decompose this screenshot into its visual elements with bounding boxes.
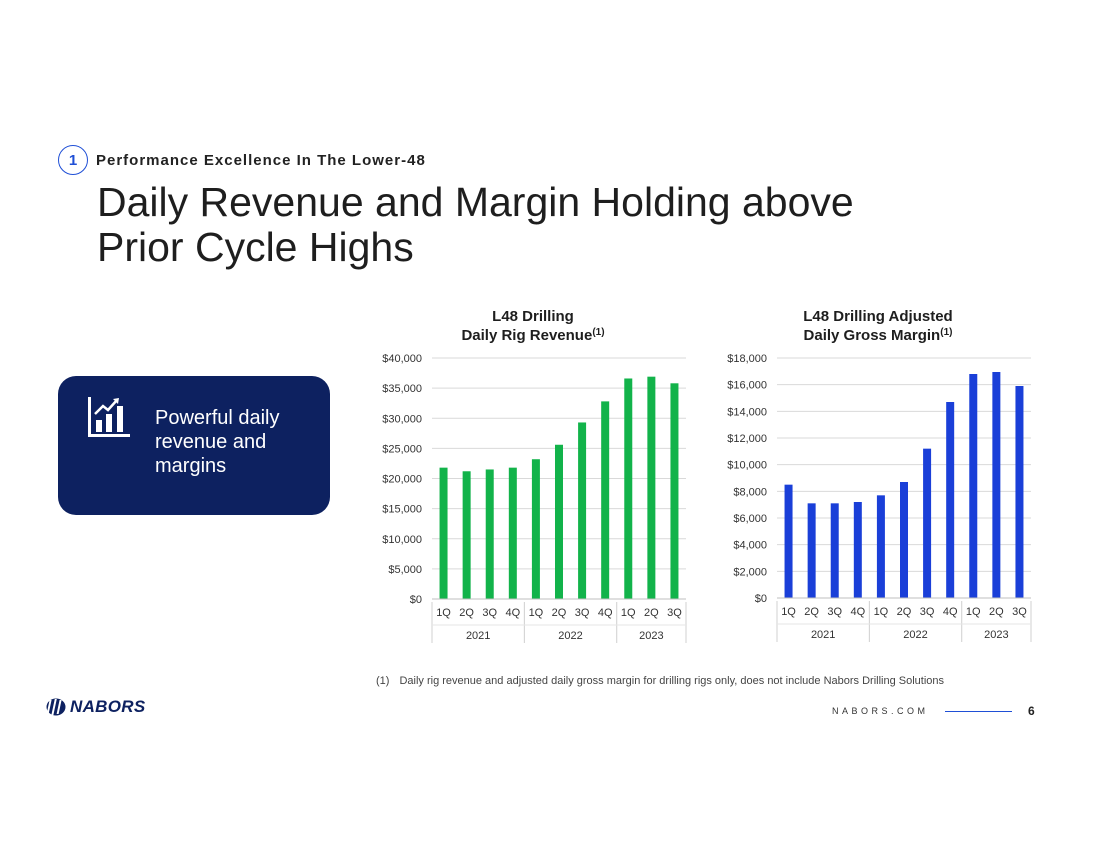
y-tick-label: $40,000 [382,353,422,365]
bar [531,459,540,599]
bar [969,374,978,598]
bar [807,503,816,598]
y-tick-label: $4,000 [733,540,767,552]
x-tick-label: 1Q [874,606,889,618]
bar [578,422,587,599]
y-tick-label: $30,000 [382,413,422,425]
chart-title-line2: Daily Gross Margin(1) [804,327,953,344]
bar [853,502,862,598]
y-tick-label: $10,000 [382,534,422,546]
site-url: NABORS.COM [832,706,929,716]
section-label: Performance Excellence In The Lower-48 [96,151,426,169]
year-group-label: 2022 [903,629,927,641]
year-group-label: 2023 [639,630,663,642]
margin-chart: L48 Drilling Adjusted Daily Gross Margin(… [705,300,1045,650]
x-tick-label: 2Q [804,606,819,618]
bar [900,482,908,598]
revenue-chart: L48 Drilling Daily Rig Revenue(1) $0 $5,000… [360,300,700,650]
bar [1015,386,1024,598]
nabors-logo-text: NABORS [70,697,146,716]
x-tick-label: 4Q [505,607,520,619]
section-tag: 1 Performance Excellence In The Lower-48 [58,145,426,175]
y-tick-label: $8,000 [733,486,767,498]
page-number: 6 [1028,704,1035,718]
chart-growth-icon [88,397,130,437]
y-tick-label: $15,000 [382,504,422,516]
x-tick-label: 4Q [598,607,613,619]
x-tick-label: 3Q [575,607,590,619]
bar [992,372,1001,598]
y-tick-label: $14,000 [727,406,767,418]
x-tick-label: 3Q [667,607,682,619]
x-tick-label: 2Q [644,607,659,619]
x-tick-label: 1Q [436,607,451,619]
y-tick-label: $0 [410,594,422,606]
bar [485,469,494,599]
x-tick-label: 3Q [920,606,935,618]
x-tick-label: 1Q [621,607,636,619]
y-tick-label: $16,000 [727,380,767,392]
bar [508,467,517,599]
y-tick-label: $10,000 [727,460,767,472]
x-tick-label: 1Q [966,606,981,618]
year-group-label: 2023 [984,629,1008,641]
x-tick-label: 2Q [459,607,474,619]
x-tick-label: 4Q [850,606,865,618]
y-tick-label: $25,000 [382,443,422,455]
footnote-mark: (1) [376,675,390,687]
chart-title-line2: Daily Rig Revenue(1) [461,327,604,344]
bar [439,467,448,599]
nabors-logo-icon [46,698,66,716]
y-tick-label: $12,000 [727,433,767,445]
chart-title-line1: L48 Drilling Adjusted [803,308,952,325]
footnote: (1) Daily rig revenue and adjusted daily … [376,675,944,687]
y-tick-label: $0 [755,593,767,605]
y-tick-label: $35,000 [382,383,422,395]
footnote-text: Daily rig revenue and adjusted daily gro… [399,675,945,687]
bar [555,444,563,599]
section-number: 1 [58,145,88,175]
footer-divider [945,711,1012,712]
chart-title-line1: L48 Drilling [492,308,574,325]
bar [830,503,839,598]
bar [601,401,610,599]
callout-text: Powerful daily revenue and margins [155,407,280,477]
bar [876,495,885,598]
bar [462,471,471,599]
bar [647,376,656,599]
bar [923,448,932,598]
chart-title-superscript: (1) [940,327,952,338]
x-tick-label: 2Q [552,607,567,619]
x-tick-label: 2Q [897,606,912,618]
x-tick-label: 1Q [781,606,796,618]
y-tick-label: $6,000 [733,513,767,525]
y-tick-label: $18,000 [727,353,767,365]
year-group-label: 2021 [466,630,490,642]
x-tick-label: 3Q [482,607,497,619]
y-tick-label: $5,000 [388,564,422,576]
y-tick-label: $2,000 [733,566,767,578]
bar [784,484,793,598]
x-tick-label: 1Q [529,607,544,619]
page-title: Daily Revenue and Margin Holding above P… [97,179,854,270]
revenue-chart-svg: L48 Drilling Daily Rig Revenue(1) $0 $5,000… [382,308,687,643]
bar [946,402,955,598]
callout-box: Powerful daily revenue and margins [58,376,330,515]
y-tick-label: $20,000 [382,474,422,486]
x-tick-label: 3Q [827,606,842,618]
x-tick-label: 2Q [989,606,1004,618]
year-group-label: 2021 [811,629,835,641]
bar [670,383,679,599]
x-tick-label: 4Q [943,606,958,618]
nabors-logo: NABORS [46,697,145,717]
chart-title-superscript: (1) [592,327,604,338]
year-group-label: 2022 [558,630,582,642]
margin-chart-svg: L48 Drilling Adjusted Daily Gross Margin(… [727,308,1032,642]
x-tick-label: 3Q [1012,606,1027,618]
bar [624,378,633,599]
